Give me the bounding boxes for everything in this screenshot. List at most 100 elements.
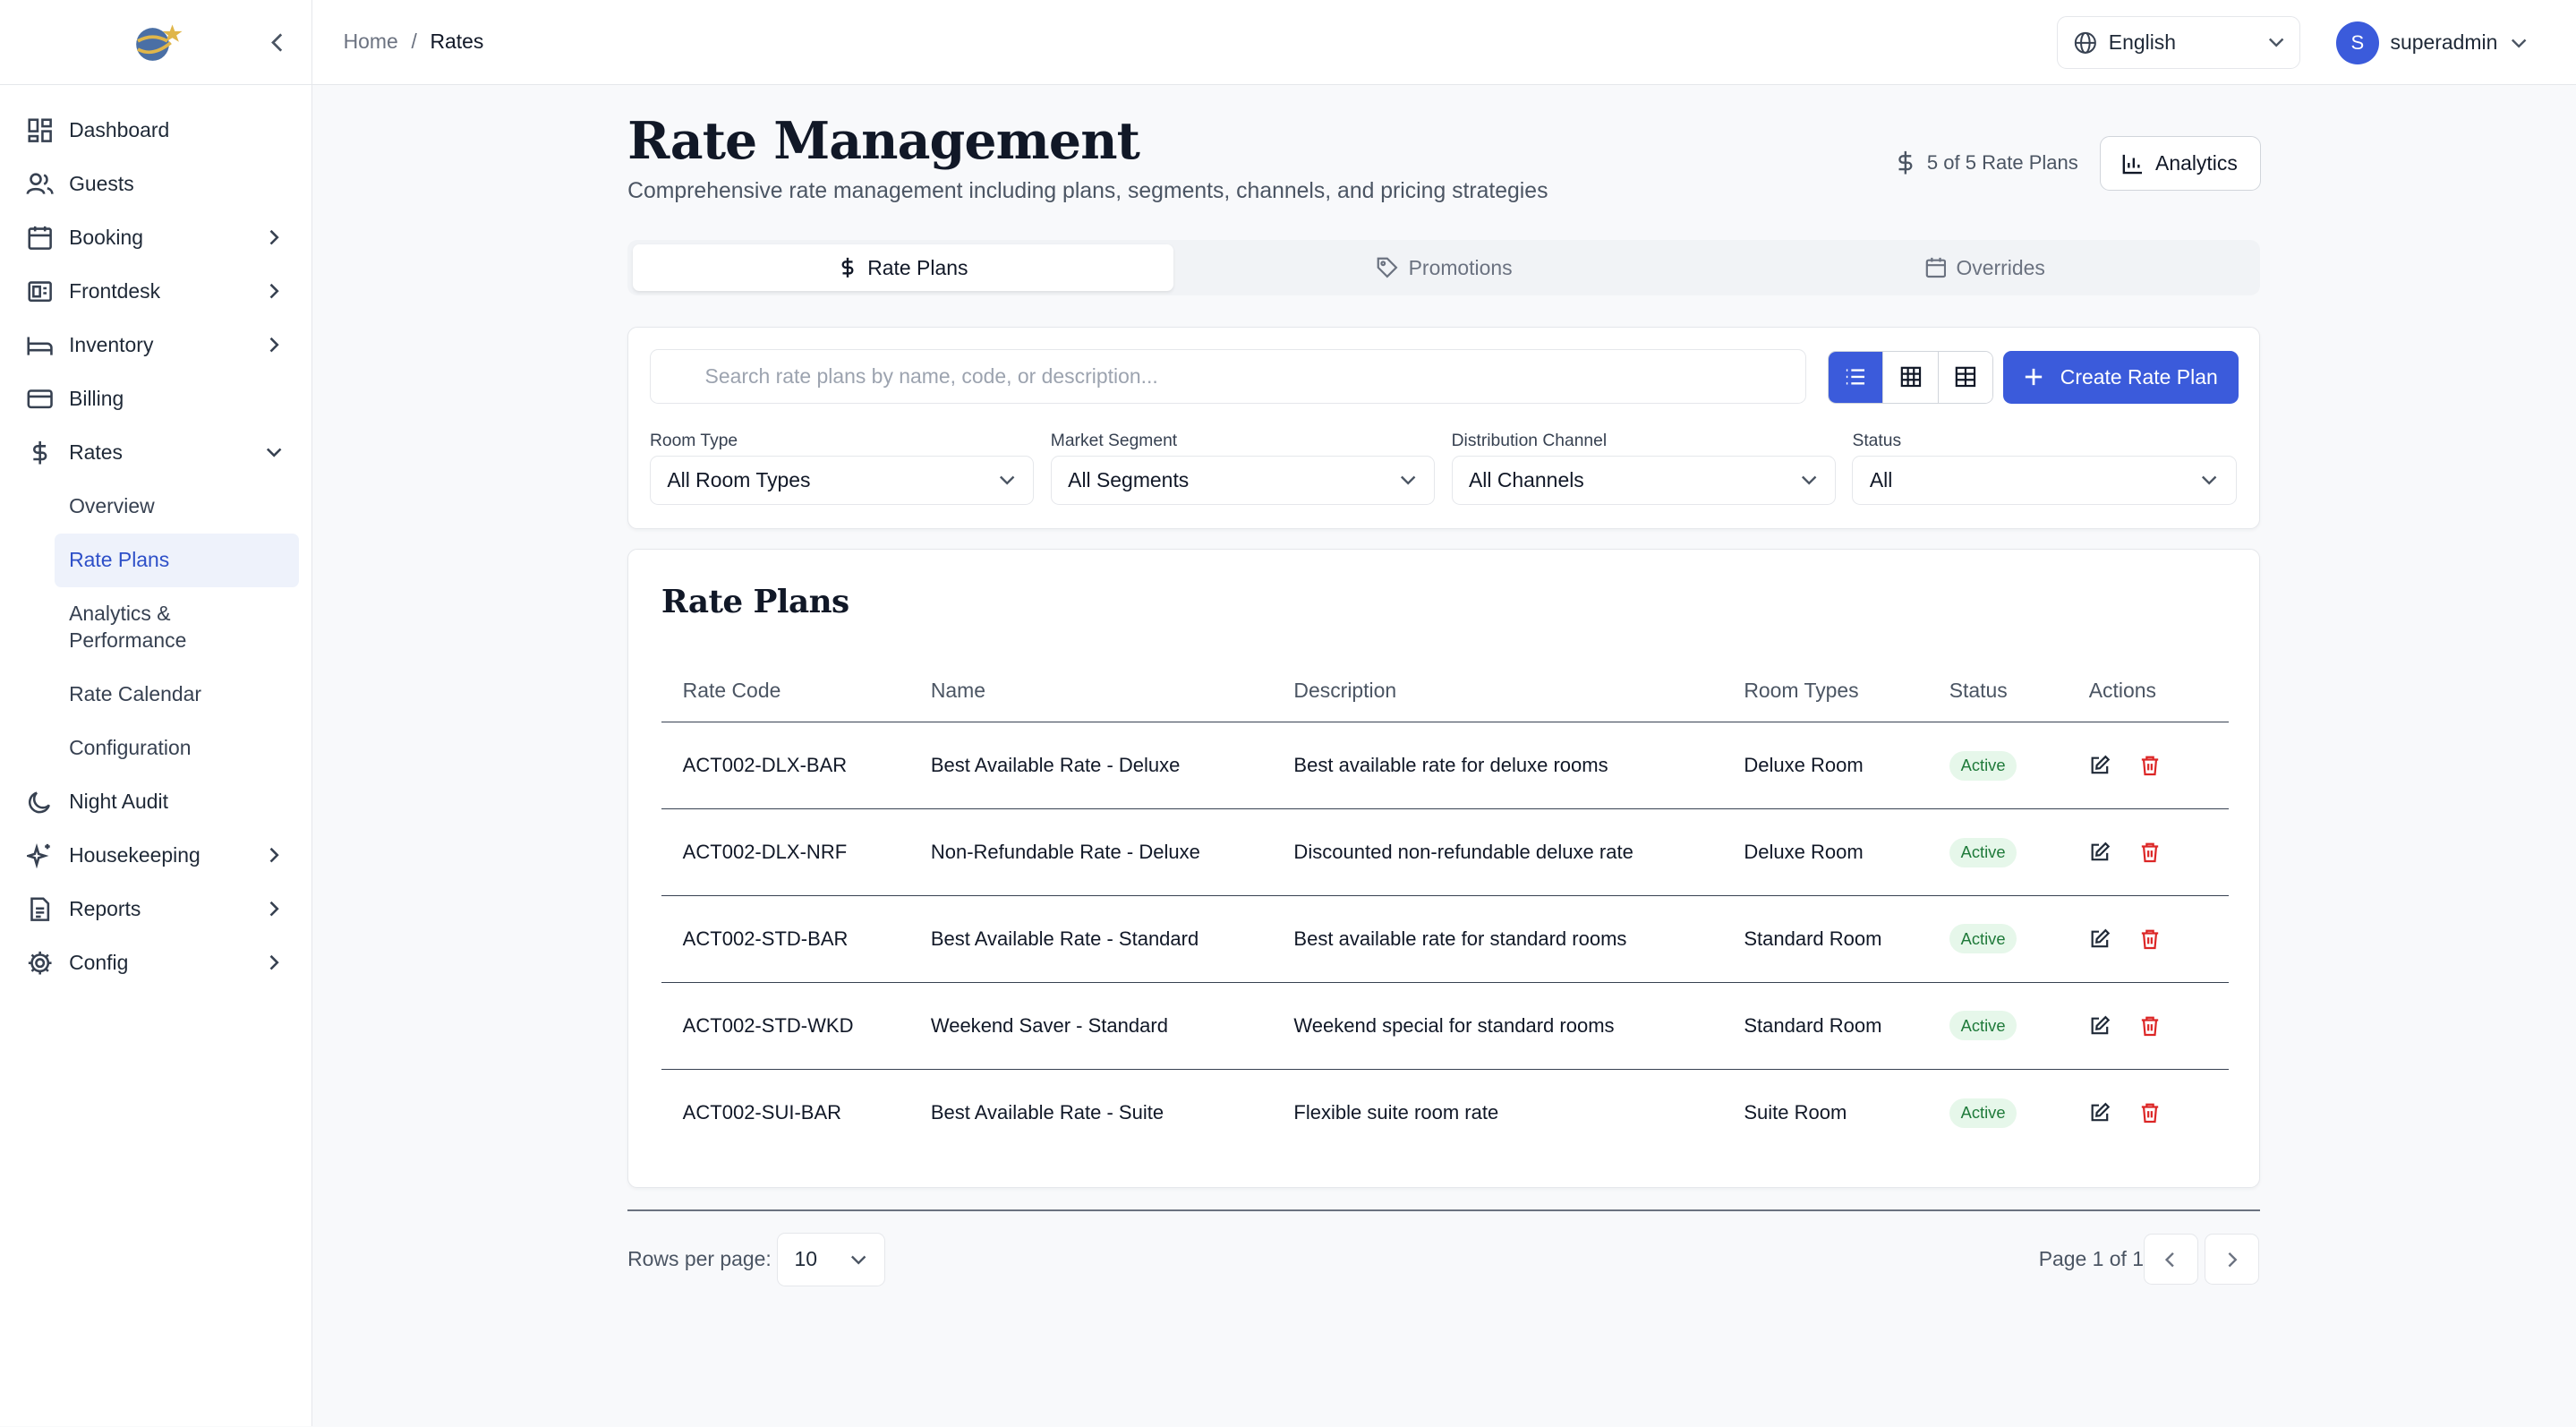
select-value: All Room Types: [667, 468, 811, 492]
select-value: All Channels: [1468, 468, 1584, 492]
gear-icon: [26, 949, 54, 977]
chevron-right-icon: [263, 331, 286, 357]
breadcrumb-home[interactable]: Home: [343, 30, 398, 54]
sidebar-item-rates[interactable]: Rates: [0, 426, 311, 480]
rate-code-cell: ACT002-STD-WKD: [661, 982, 909, 1070]
delete-button[interactable]: [2140, 1015, 2160, 1037]
sidebar-item-reports[interactable]: Reports: [0, 883, 311, 936]
status-cell: Active: [1927, 808, 2068, 897]
sparkles-icon: [26, 842, 54, 869]
filter-label: Status: [1852, 431, 1902, 450]
filter-label: Room Type: [649, 431, 738, 450]
sidebar-item-dashboard[interactable]: Dashboard: [0, 104, 311, 158]
collapse-sidebar-icon[interactable]: [263, 28, 293, 57]
chevron-down-icon: [850, 1255, 866, 1265]
dollar-icon: [1898, 150, 1913, 175]
sidebar-subitem-rate-calendar[interactable]: Rate Calendar: [69, 682, 201, 706]
select-value: 10: [794, 1247, 817, 1271]
sidebar-subitem-overview[interactable]: Overview: [69, 494, 155, 518]
sidebar-item-guests[interactable]: Guests: [0, 158, 311, 211]
sidebar-subitem-analytics-performance[interactable]: Analytics & Performance: [0, 587, 298, 668]
dollar-icon: [841, 258, 854, 278]
sidebar-item-label: Config: [69, 951, 129, 975]
breadcrumb-current: Rates: [430, 30, 484, 54]
search-input[interactable]: [649, 349, 1807, 404]
edit-icon: [2091, 755, 2110, 774]
bar-chart-icon: [2122, 154, 2143, 174]
delete-button[interactable]: [2140, 842, 2160, 863]
tab-overrides[interactable]: Overrides: [1715, 244, 2256, 290]
table-header-row: Rate Code Name Description Room Types St…: [661, 659, 2229, 723]
language-select[interactable]: English: [2056, 16, 2300, 70]
sidebar-item-label: Inventory: [69, 333, 154, 357]
edit-button[interactable]: [2089, 928, 2111, 950]
plus-icon: [2026, 369, 2043, 386]
sidebar-item-housekeeping[interactable]: Housekeeping: [0, 829, 311, 883]
rows-per-page-select[interactable]: 10: [777, 1232, 886, 1287]
chevron-down-icon: [263, 439, 286, 465]
chevron-down-icon: [2512, 38, 2527, 48]
sidebar-nav: Dashboard Guests Booking Frontdesk Inven…: [0, 85, 311, 989]
delete-button[interactable]: [2140, 1102, 2160, 1124]
column-header: Status: [1927, 659, 2068, 723]
chevron-right-icon: [263, 842, 286, 867]
next-page-button[interactable]: [2205, 1234, 2259, 1286]
edit-button[interactable]: [2089, 1015, 2111, 1037]
status-filter: Status All: [1852, 431, 2237, 506]
tab-rate-plans[interactable]: Rate Plans: [632, 244, 1174, 291]
actions-cell: [2067, 808, 2229, 897]
edit-button[interactable]: [2089, 1102, 2111, 1124]
sidebar-item-config[interactable]: Config: [0, 936, 311, 990]
market-segment-select[interactable]: All Segments: [1050, 456, 1436, 506]
previous-page-button[interactable]: [2144, 1234, 2198, 1286]
tab-promotions[interactable]: Promotions: [1173, 244, 1714, 290]
rows-per-page-label: Rows per page:: [627, 1247, 772, 1271]
table-view-button[interactable]: [1938, 351, 1993, 403]
sidebar-item-billing[interactable]: Billing: [0, 372, 311, 426]
status-cell: Active: [1927, 895, 2068, 983]
trash-icon: [2141, 842, 2158, 863]
credit-card-icon: [26, 385, 54, 413]
chevron-down-icon: [1400, 475, 1416, 485]
sidebar: Dashboard Guests Booking Frontdesk Inven…: [0, 0, 312, 1427]
calendar-icon: [1925, 258, 1946, 278]
create-rate-plan-button[interactable]: Create Rate Plan: [2003, 350, 2239, 404]
rate-code-cell: ACT002-DLX-NRF: [661, 808, 909, 897]
analytics-button[interactable]: Analytics: [2099, 136, 2261, 191]
edit-button[interactable]: [2089, 842, 2111, 863]
sidebar-subitem-configuration[interactable]: Configuration: [69, 736, 192, 760]
globe-icon: [2075, 31, 2097, 54]
divider: [627, 1209, 2261, 1212]
sidebar-item-frontdesk[interactable]: Frontdesk: [0, 265, 311, 319]
status-badge: Active: [1949, 750, 2017, 781]
chevron-down-icon: [2268, 38, 2284, 47]
file-icon: [26, 895, 54, 923]
grid-view-button[interactable]: [1883, 351, 1939, 403]
status-select[interactable]: All: [1852, 456, 2237, 506]
filter-label: Market Segment: [1050, 431, 1178, 450]
page-subtitle: Comprehensive rate management including …: [627, 179, 1548, 204]
list-view-button[interactable]: [1828, 351, 1884, 403]
edit-button[interactable]: [2089, 755, 2111, 776]
sidebar-item-inventory[interactable]: Inventory: [0, 319, 311, 372]
tag-icon: [1377, 257, 1398, 278]
delete-button[interactable]: [2140, 755, 2160, 776]
delete-button[interactable]: [2140, 928, 2160, 950]
view-toggle: [1827, 350, 1994, 404]
sidebar-item-booking[interactable]: Booking: [0, 211, 311, 265]
status-cell: Active: [1927, 982, 2068, 1070]
table-row: ACT002-STD-BAR Best Available Rate - Sta…: [661, 895, 2229, 983]
rate-code-cell: ACT002-SUI-BAR: [682, 1101, 842, 1124]
chevron-left-icon: [2165, 1252, 2175, 1267]
sidebar-item-night-audit[interactable]: Night Audit: [0, 775, 311, 829]
sidebar-subitem-rate-plans[interactable]: Rate Plans: [54, 533, 300, 587]
sidebar-item-label: Housekeeping: [69, 843, 200, 867]
user-menu[interactable]: S superadmin: [2335, 21, 2527, 64]
status-cell: Active: [1928, 1069, 2068, 1156]
edit-icon: [2091, 842, 2110, 861]
room-type-select[interactable]: All Room Types: [649, 456, 1035, 506]
distribution-channel-select[interactable]: All Channels: [1451, 456, 1837, 506]
chevron-down-icon: [1801, 475, 1816, 485]
tab-label: Promotions: [1408, 255, 1513, 279]
chevron-right-icon: [263, 278, 286, 303]
